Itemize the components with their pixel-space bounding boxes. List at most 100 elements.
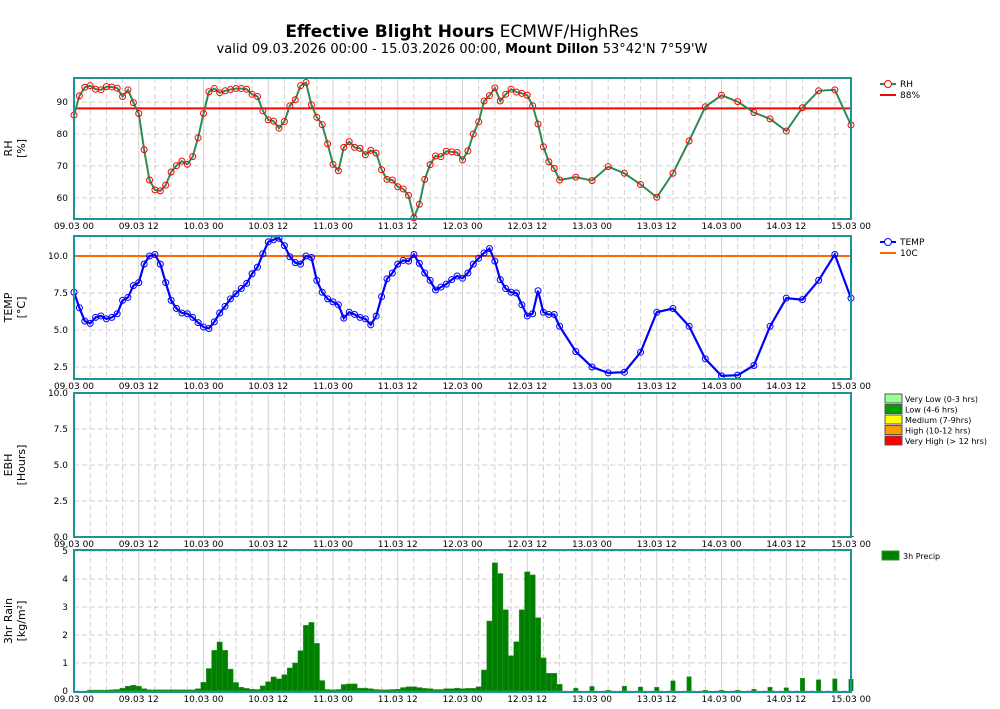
y-tick-label: 80 <box>57 130 69 140</box>
legend-series-label: RH <box>900 80 913 90</box>
data-point <box>151 251 159 259</box>
data-point <box>162 181 170 189</box>
x-tick-label: 11.03 00 <box>313 222 353 232</box>
legend-swatch <box>884 425 903 435</box>
precip-bar <box>292 662 299 692</box>
data-point <box>502 90 510 98</box>
y-tick-label: 10.0 <box>48 389 68 399</box>
data-point <box>189 153 197 161</box>
legend-label: 3h Precip <box>903 552 940 561</box>
data-point <box>798 104 806 112</box>
data-point <box>815 276 823 284</box>
x-tick-label: 12.03 00 <box>442 695 482 705</box>
precip-bar <box>265 681 272 692</box>
data-point <box>475 254 483 262</box>
precip-bar <box>621 685 627 692</box>
data-point <box>216 309 224 317</box>
precip-bar <box>459 688 466 692</box>
precip-bar <box>173 689 180 692</box>
data-point <box>259 250 267 258</box>
data-point <box>178 157 186 165</box>
data-point <box>167 168 175 176</box>
x-tick-label: 12.03 12 <box>507 222 547 232</box>
legend-swatch <box>881 550 900 561</box>
data-point <box>464 269 472 277</box>
x-tick-label: 11.03 12 <box>378 695 418 705</box>
precip-bar <box>119 687 126 692</box>
data-point <box>798 296 806 304</box>
data-point <box>426 161 434 169</box>
precip-bar <box>281 674 288 692</box>
precip-bar <box>589 686 595 692</box>
data-point <box>469 130 477 138</box>
data-point <box>113 310 121 318</box>
x-tick-label: 15.03 00 <box>831 222 871 232</box>
data-point <box>367 146 375 154</box>
x-tick-label: 14.03 12 <box>766 222 806 232</box>
data-point <box>442 280 450 288</box>
series-line <box>73 80 852 221</box>
legend-swatch <box>884 414 903 425</box>
data-point <box>766 322 774 330</box>
data-point <box>280 117 288 125</box>
data-point <box>453 148 461 156</box>
x-tick-label: 14.03 00 <box>701 222 741 232</box>
x-tick-label: 14.03 00 <box>701 382 741 392</box>
x-tick-label: 09.03 00 <box>54 540 94 550</box>
data-point <box>324 140 332 148</box>
x-tick-label: 09.03 12 <box>119 540 159 550</box>
data-point <box>534 287 542 295</box>
precip-bar <box>146 689 153 692</box>
data-point <box>318 288 326 296</box>
y-tick-label: 2 <box>62 631 68 641</box>
precip-bar <box>319 680 326 692</box>
x-tick-label: 15.03 00 <box>831 695 871 705</box>
x-tick-label: 09.03 00 <box>54 695 94 705</box>
precip-bar <box>87 689 94 692</box>
data-point <box>307 101 315 109</box>
precip-bar <box>405 686 412 692</box>
precip-bar <box>367 688 374 692</box>
precip-bar <box>232 682 239 692</box>
legend-marker-icon <box>884 80 892 88</box>
data-point <box>512 289 520 297</box>
precip-bar <box>308 622 315 692</box>
precip-bar <box>816 679 822 692</box>
precip-bar <box>421 688 428 692</box>
x-tick-label: 11.03 00 <box>313 382 353 392</box>
precip-bar <box>513 641 520 692</box>
precip-bar <box>373 689 380 692</box>
x-tick-label: 11.03 00 <box>313 540 353 550</box>
x-tick-label: 12.03 00 <box>442 540 482 550</box>
x-tick-label: 11.03 12 <box>378 222 418 232</box>
precip-bar <box>432 689 439 692</box>
y-tick-label: 70 <box>57 162 69 172</box>
precip-bar <box>249 689 255 692</box>
data-point <box>156 260 164 268</box>
precip-bar <box>799 678 805 692</box>
x-tick-label: 10.03 00 <box>183 382 223 392</box>
data-point <box>243 85 251 93</box>
precip-bar <box>313 643 320 692</box>
data-point <box>167 296 175 304</box>
data-point <box>442 147 450 155</box>
y-tick-label: 90 <box>57 98 69 108</box>
x-tick-label: 12.03 00 <box>442 382 482 392</box>
title-bold: Effective Blight Hours <box>285 22 494 42</box>
precip-bar <box>135 685 142 692</box>
precip-bar <box>751 689 757 692</box>
precip-bar <box>238 687 245 692</box>
x-tick-label: 13.03 12 <box>637 695 677 705</box>
y-axis-unit: [Hours] <box>15 445 28 486</box>
data-point <box>502 285 510 293</box>
data-point <box>334 301 342 309</box>
data-point <box>523 91 531 99</box>
x-tick-label: 10.03 12 <box>248 695 288 705</box>
precip-bar <box>286 667 293 692</box>
data-point <box>556 176 564 184</box>
data-point <box>485 245 493 253</box>
data-point <box>146 176 154 184</box>
data-point <box>685 322 693 330</box>
x-tick-label: 11.03 12 <box>378 382 418 392</box>
